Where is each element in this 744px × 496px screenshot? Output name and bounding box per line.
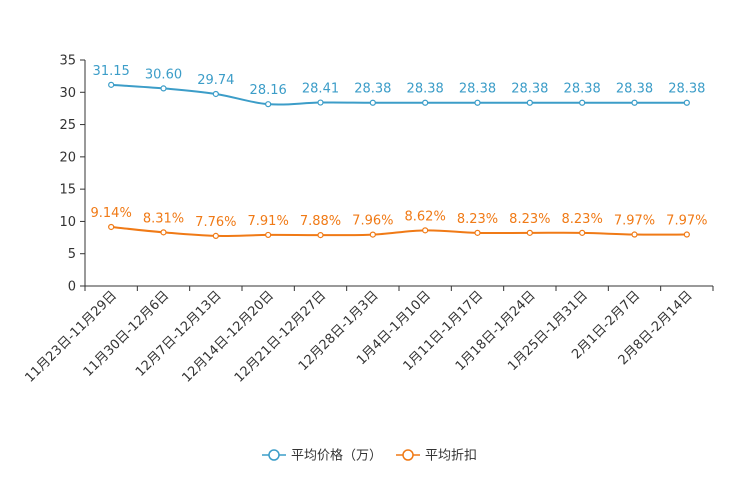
legend-label: 平均折扣: [425, 449, 477, 464]
data-point: [683, 99, 690, 106]
chart-series: [108, 81, 690, 239]
data-label: 30.60: [145, 67, 182, 82]
chart-legend: 平均价格（万） 平均折扣: [262, 448, 477, 464]
data-label: 7.96%: [352, 214, 393, 229]
data-point: [422, 99, 429, 106]
data-label: 28.41: [302, 82, 339, 97]
legend-label: 平均价格（万）: [291, 448, 382, 464]
data-label: 8.62%: [405, 209, 446, 224]
data-point: [579, 229, 586, 236]
data-point: [526, 229, 533, 236]
data-label: 7.88%: [300, 214, 341, 229]
y-tick-label: 25: [59, 118, 76, 133]
data-point: [212, 90, 219, 98]
data-point: [160, 229, 167, 236]
data-point: [683, 231, 690, 238]
y-tick-label: 20: [59, 150, 76, 165]
data-label: 7.97%: [614, 214, 655, 229]
y-tick-label: 10: [59, 215, 76, 230]
data-point: [474, 99, 481, 106]
legend-item-2: 平均折扣: [396, 449, 477, 464]
legend-marker: [402, 449, 414, 461]
data-label: 8.23%: [562, 212, 603, 227]
data-point: [631, 231, 638, 238]
data-label: 28.38: [407, 82, 444, 97]
data-label: 8.23%: [509, 212, 550, 227]
data-point: [265, 231, 272, 239]
data-label: 28.38: [511, 82, 548, 97]
data-label: 28.38: [668, 82, 705, 97]
data-point: [108, 223, 115, 231]
x-tick-label: 12月14日-12月20日: [180, 288, 277, 385]
data-label: 31.15: [93, 64, 130, 79]
data-label: 7.76%: [195, 215, 236, 230]
series-line-1: [111, 83, 687, 106]
data-point: [369, 231, 376, 238]
data-point: [474, 229, 481, 236]
data-point: [317, 99, 324, 106]
data-label: 7.97%: [666, 214, 707, 229]
data-label: 28.16: [250, 83, 287, 98]
data-label: 8.23%: [457, 212, 498, 227]
data-label: 8.31%: [143, 211, 184, 226]
y-tick-label: 5: [68, 247, 76, 262]
chart-data-labels: 31.15 30.60 29.74 28.16 28.41 28.38 28.38 28.38…: [91, 64, 708, 230]
series-line-2: [111, 225, 687, 237]
x-tick-label: 12月21日-12月27日: [232, 288, 329, 385]
x-tick-label: 11月23日-11月29日: [23, 288, 120, 385]
y-tick-label: 35: [59, 54, 76, 69]
data-label: 28.38: [564, 82, 601, 97]
data-point: [579, 99, 586, 106]
legend-marker: [268, 449, 280, 461]
data-label: 28.38: [459, 82, 496, 97]
legend-item-1: 平均价格（万）: [262, 448, 382, 464]
data-point: [265, 101, 272, 108]
data-point: [631, 99, 638, 106]
data-label: 9.14%: [91, 206, 132, 221]
data-point: [212, 232, 219, 239]
y-tick-label: 15: [59, 183, 76, 198]
y-tick-label: 30: [59, 86, 76, 101]
data-point: [526, 99, 533, 106]
data-point: [108, 81, 115, 88]
data-label: 28.38: [616, 82, 653, 97]
data-point: [369, 99, 376, 106]
data-point: [160, 85, 167, 92]
y-tick-label: 0: [68, 280, 76, 295]
data-point: [422, 227, 429, 234]
data-label: 7.91%: [248, 214, 289, 229]
data-label: 29.74: [197, 73, 234, 88]
data-label: 28.38: [354, 82, 391, 97]
data-point: [317, 232, 324, 239]
